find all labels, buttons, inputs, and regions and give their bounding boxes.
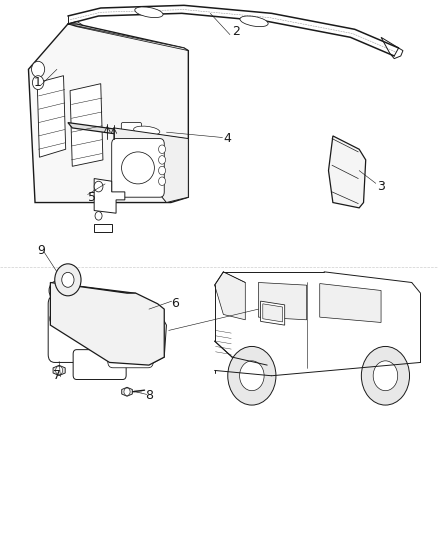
Polygon shape [68,123,188,144]
Text: 7: 7 [53,369,61,382]
Polygon shape [114,128,188,203]
Circle shape [55,264,81,296]
Text: 9: 9 [38,244,46,257]
Circle shape [240,361,264,391]
Circle shape [49,281,65,300]
Polygon shape [28,24,188,203]
Polygon shape [50,282,136,293]
Ellipse shape [240,16,268,27]
Circle shape [95,212,102,220]
Polygon shape [94,179,125,213]
Polygon shape [94,224,112,232]
Ellipse shape [134,126,160,135]
Polygon shape [50,282,164,365]
Circle shape [159,166,166,175]
Circle shape [50,310,64,327]
Circle shape [56,366,63,375]
Circle shape [94,181,103,192]
Polygon shape [258,282,307,320]
Polygon shape [53,365,65,376]
Text: 1: 1 [33,76,41,89]
Polygon shape [381,37,403,59]
Circle shape [159,156,166,164]
Circle shape [373,361,398,391]
FancyBboxPatch shape [48,296,127,362]
Polygon shape [328,136,366,208]
FancyBboxPatch shape [73,350,126,379]
Polygon shape [67,304,69,310]
Polygon shape [37,76,66,157]
Polygon shape [70,84,103,166]
Polygon shape [68,21,85,32]
Circle shape [62,272,74,287]
Circle shape [128,338,134,346]
Text: 2: 2 [233,26,240,38]
Polygon shape [263,304,283,322]
Ellipse shape [121,152,154,184]
Circle shape [124,388,130,395]
Polygon shape [320,284,381,322]
Ellipse shape [135,7,163,18]
FancyBboxPatch shape [108,320,153,368]
FancyBboxPatch shape [112,139,164,197]
Circle shape [32,61,45,77]
Text: 4: 4 [224,132,232,145]
Circle shape [228,346,276,405]
Text: 5: 5 [88,191,96,204]
Polygon shape [215,272,245,320]
Circle shape [361,346,410,405]
Circle shape [159,145,166,154]
Circle shape [32,76,44,90]
Text: 3: 3 [377,180,385,193]
FancyBboxPatch shape [121,123,141,136]
Text: 6: 6 [171,297,179,310]
Polygon shape [122,387,132,396]
Circle shape [141,333,148,341]
Circle shape [159,177,166,185]
Polygon shape [110,309,166,365]
Polygon shape [65,296,71,304]
Polygon shape [261,301,285,325]
Text: 8: 8 [145,389,153,402]
Polygon shape [68,24,188,51]
